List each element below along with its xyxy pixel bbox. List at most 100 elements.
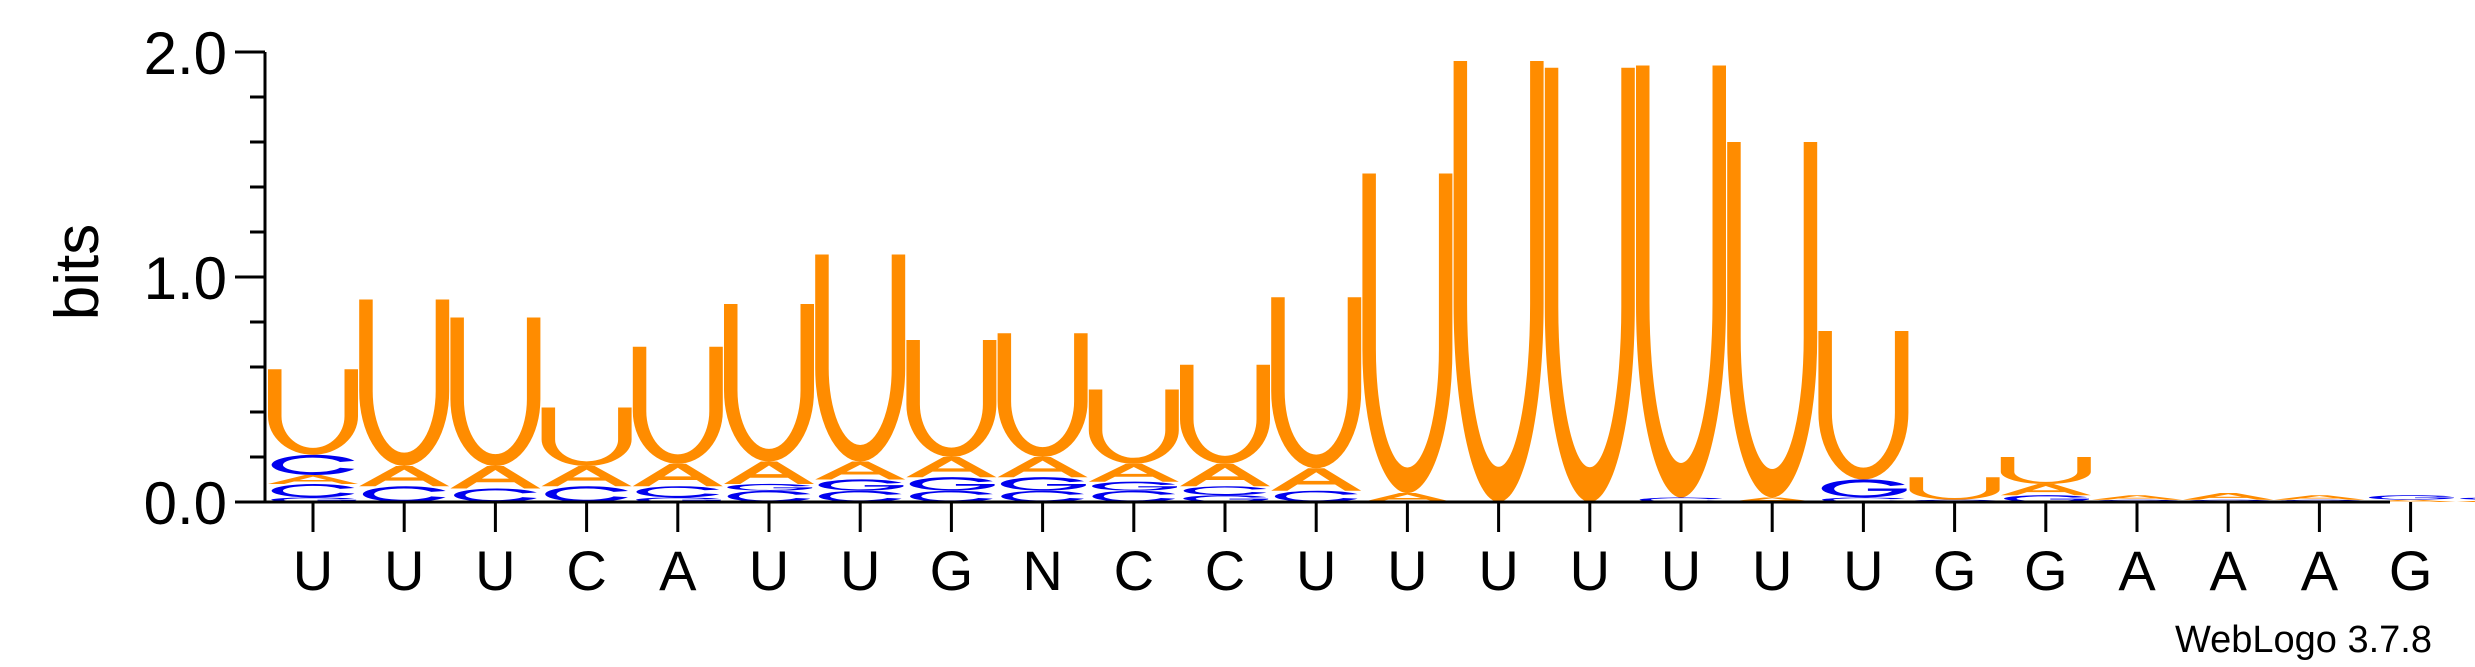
position-stack [815, 254, 906, 502]
x-tick-label: A [2301, 539, 2339, 602]
x-tick-label: U [475, 539, 515, 602]
letter-U [724, 304, 814, 462]
letter-U [450, 317, 541, 466]
letter-A [906, 457, 997, 478]
letter-C [271, 454, 355, 475]
letter-U [1818, 331, 1909, 480]
letter-C [454, 488, 537, 502]
position-stack [2456, 497, 2475, 503]
letter-A [2092, 495, 2182, 500]
x-tick-label: U [1296, 539, 1336, 602]
x-tick-label: U [749, 539, 789, 602]
position-stack [1636, 65, 1726, 502]
letter-U [1909, 477, 2000, 500]
position-stack [1544, 67, 1635, 503]
letter-U [268, 369, 358, 455]
x-axis-ticks: UUUCAUUGNCCUUUUUUUGGAAAGG [293, 502, 2433, 602]
letter-U [1088, 389, 1179, 464]
letter-G [727, 483, 813, 491]
position-stack [632, 346, 723, 502]
position-stack [1453, 61, 1544, 502]
x-tick-label: U [840, 539, 880, 602]
letter-G [1912, 499, 1998, 502]
letter-C [545, 486, 628, 502]
letter-G [2460, 497, 2475, 500]
letter-A [359, 466, 450, 487]
letter-C [362, 486, 446, 502]
letter-U [1636, 65, 1726, 498]
letter-A [997, 457, 1088, 478]
letter-C [727, 490, 811, 502]
letter-U [2000, 457, 2091, 484]
position-stack [268, 369, 358, 502]
y-axis-ticks: 0.0 1.0 2.0 [144, 20, 265, 537]
letter-A [541, 466, 632, 487]
x-tick-label: G [2024, 539, 2068, 602]
letter-A [2000, 484, 2091, 496]
letter-C [1092, 490, 1176, 502]
position-stack [450, 317, 541, 502]
y-tick-label: 2.0 [144, 20, 227, 87]
letter-A [1088, 463, 1179, 482]
letter-G [1000, 477, 1086, 491]
letter-A [2183, 493, 2274, 500]
letter-A [815, 461, 906, 480]
letter-A [1362, 493, 1453, 502]
letter-U [997, 333, 1088, 457]
x-tick-label: G [2389, 539, 2433, 602]
letter-A [268, 475, 358, 484]
x-tick-label: U [1478, 539, 1518, 602]
letter-G [1821, 479, 1907, 498]
letter-U [632, 346, 723, 464]
position-stack [1180, 364, 1270, 502]
position-stack [2183, 493, 2274, 502]
letter-G [636, 497, 721, 502]
x-tick-label: N [1022, 539, 1062, 602]
y-tick-label: 0.0 [144, 470, 227, 537]
letter-A [2456, 500, 2475, 503]
x-tick-label: A [2210, 539, 2248, 602]
letter-C [1274, 490, 1358, 502]
x-tick-label: C [566, 539, 606, 602]
x-tick-label: U [1752, 539, 1792, 602]
position-stack [1271, 297, 1362, 502]
letter-U [1544, 67, 1635, 503]
letter-A [2274, 495, 2365, 500]
y-axis-label: bits [43, 224, 112, 320]
position-stack [1362, 173, 1453, 502]
letter-C [818, 490, 902, 502]
letter-G [1183, 495, 1269, 502]
letter-U [1453, 61, 1544, 502]
position-stack [997, 333, 1088, 502]
letter-C [1001, 490, 1084, 502]
letter-U [1727, 142, 1818, 498]
letter-A [632, 463, 723, 487]
position-stack [2092, 495, 2182, 502]
y-tick-label: 1.0 [144, 245, 227, 312]
letter-stacks [268, 61, 2475, 503]
position-stack [541, 407, 632, 502]
x-tick-label: U [1661, 539, 1701, 602]
letter-U [359, 299, 450, 466]
x-tick-label: U [293, 539, 333, 602]
letter-G [1092, 481, 1177, 491]
x-tick-label: U [384, 539, 424, 602]
letter-C [1183, 486, 1267, 496]
position-stack [1088, 389, 1179, 502]
letter-U [906, 340, 997, 457]
letter-U [1271, 297, 1362, 469]
letter-U [541, 407, 632, 466]
letter-U [1180, 364, 1270, 464]
letter-A [1271, 468, 1362, 491]
position-stack [906, 340, 997, 502]
letter-G [909, 477, 995, 491]
letter-C [910, 490, 993, 502]
letter-G [2368, 495, 2454, 500]
x-tick-label: C [1205, 539, 1245, 602]
x-tick-label: A [2118, 539, 2156, 602]
letter-G [818, 479, 904, 491]
position-stack [2274, 495, 2365, 502]
x-tick-label: U [1387, 539, 1427, 602]
position-stack [724, 304, 814, 502]
